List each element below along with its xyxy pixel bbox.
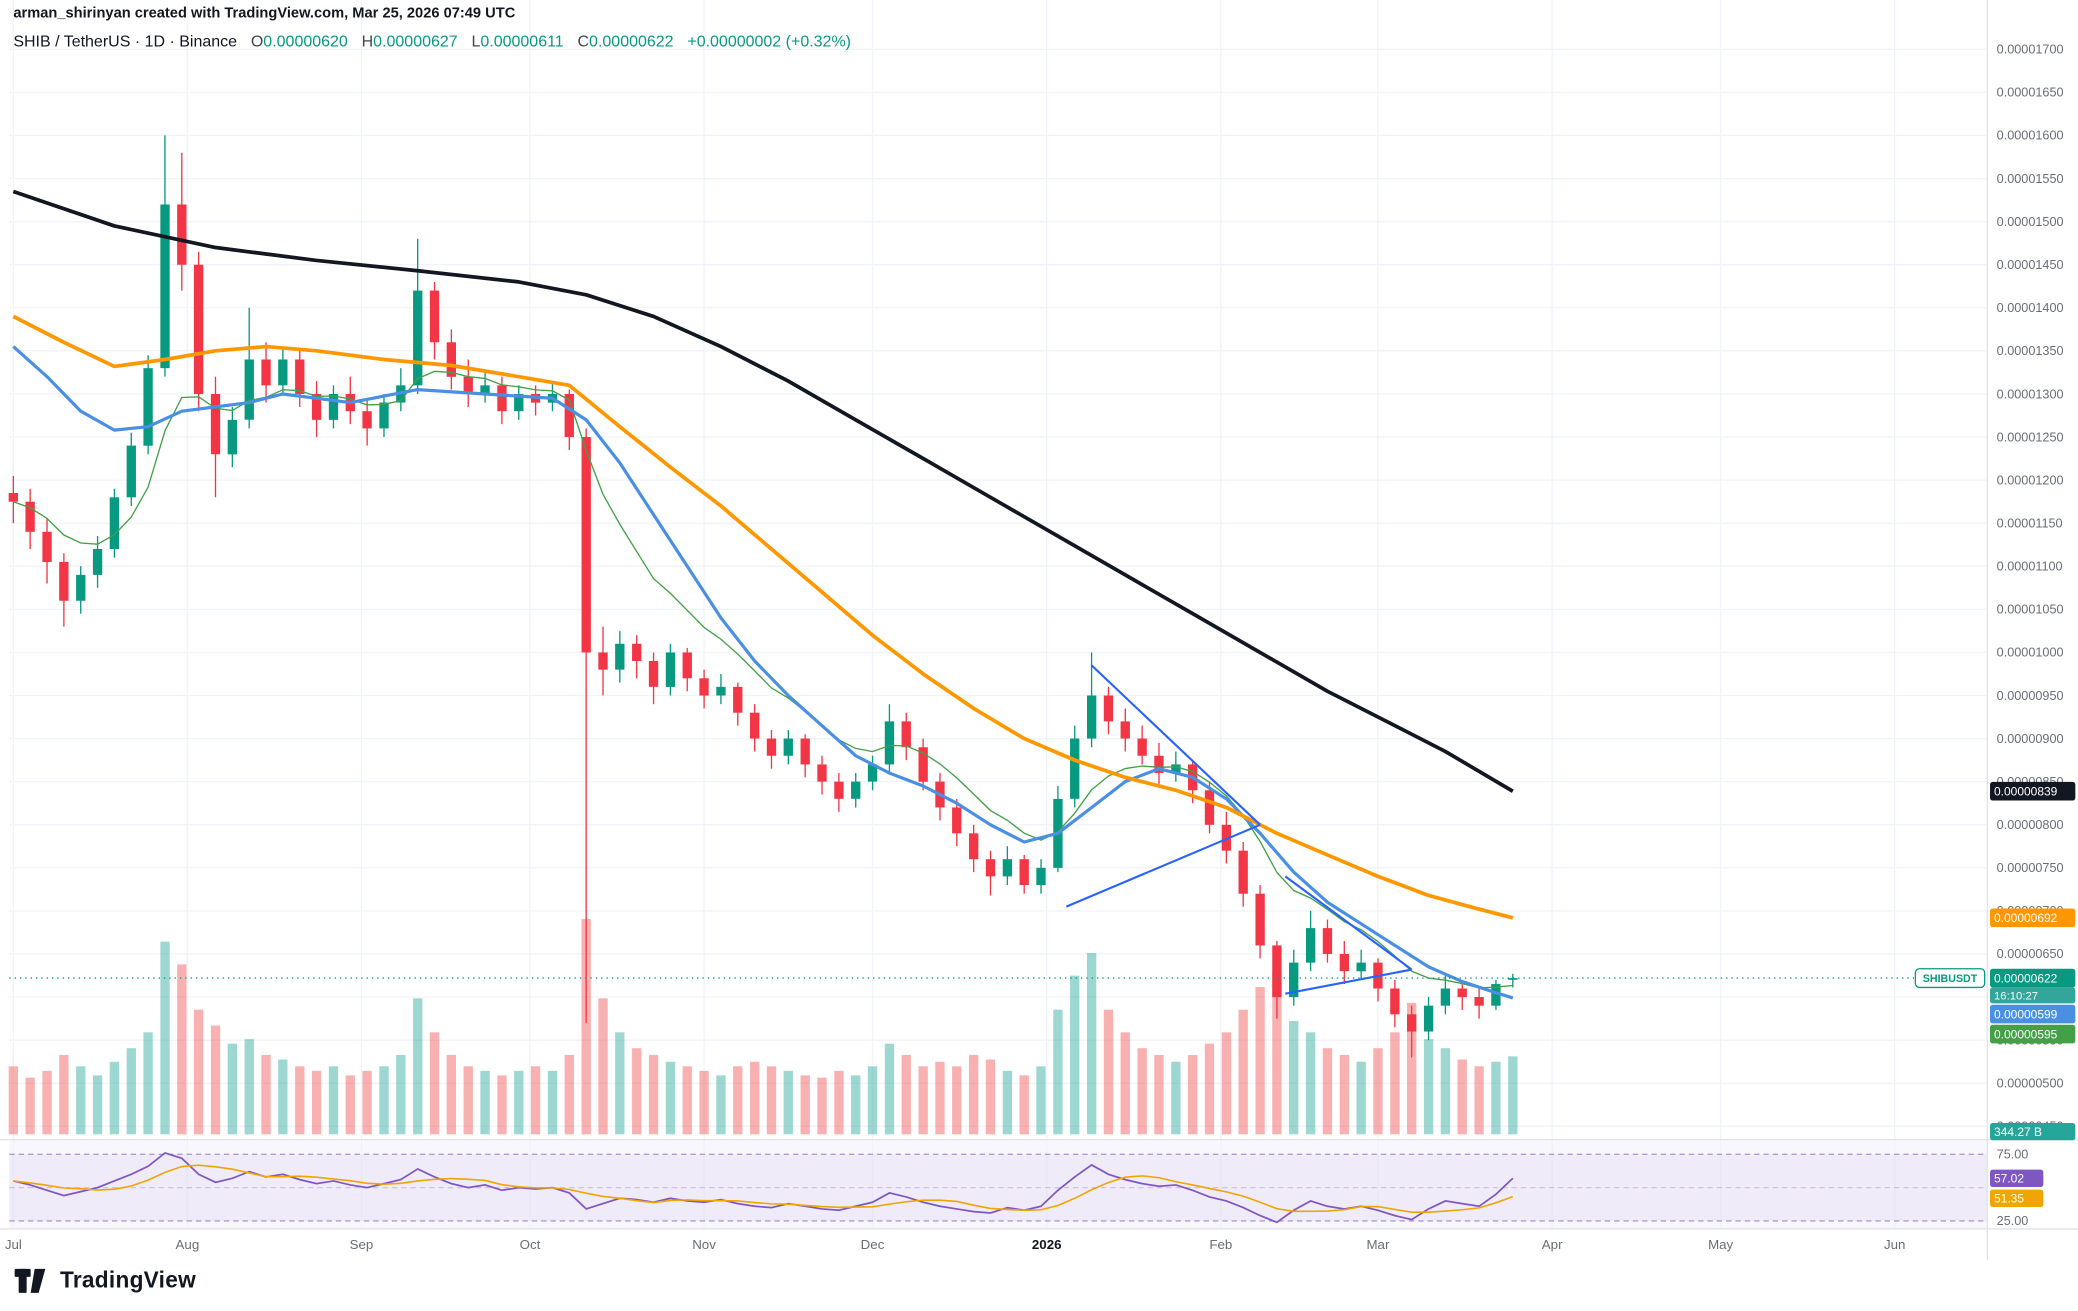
high-label: H (361, 31, 374, 51)
price-tick-label: 0.00001650 (1997, 86, 2064, 100)
price-tick-label: 0.00000500 (1997, 1077, 2064, 1091)
price-axis[interactable]: 0.00001700 0.00001650 0.00001600 0.00001550… (1997, 43, 2064, 1228)
price-tick-label: 0.00001500 (1997, 215, 2064, 229)
trendlines-layer[interactable] (1065, 664, 1413, 995)
time-axis-label: Dec (861, 1237, 885, 1252)
rsi-value-badge-text: 57.02 (1994, 1172, 2024, 1186)
price-tick-label: 0.00000800 (1997, 818, 2064, 832)
ma-blue-price-badge-text: 0.00000599 (1994, 1007, 2058, 1021)
countdown-badge (1990, 987, 2076, 1004)
attribution-line: arman_shirinyan created with TradingView… (13, 5, 515, 21)
price-tick-label: 0.00000950 (1997, 689, 2064, 703)
rsi-band-label: 25.00 (1997, 1214, 2029, 1228)
close-label: C (577, 31, 590, 51)
volume-badge (1990, 1122, 2076, 1141)
moving-averages-layer (12, 189, 1514, 1000)
price-tick-label: 0.00001600 (1997, 129, 2064, 143)
rsi-band-label: 75.00 (1997, 1147, 2029, 1161)
rsi-ma-value-badge-text: 51.35 (1994, 1192, 2024, 1206)
ma-green-price-badge-text: 0.00000595 (1994, 1027, 2058, 1041)
price-badges-layer: 0.00000839 0.00000692 SHIBUSDT 0.00000622 16… (1914, 781, 2076, 1207)
tradingview-logo-text: TradingView (59, 1267, 196, 1293)
symbol-title[interactable]: SHIB / TetherUS · 1D · Binance (13, 31, 238, 51)
time-axis-label: Jul (5, 1237, 22, 1252)
symbol-pill-text: SHIBUSDT (1923, 973, 1978, 985)
low-label: L (471, 31, 481, 51)
countdown-badge-text: 16:10:27 (1994, 991, 2038, 1003)
time-axis-label: Nov (692, 1237, 716, 1252)
rsi-pane[interactable] (9, 1139, 1988, 1229)
price-tick-label: 0.00000650 (1997, 947, 2064, 961)
change-value: +0.00000002 (+0.32%) (687, 31, 851, 51)
price-tick-label: 0.00001700 (1997, 43, 2064, 57)
last-price-badge (1990, 968, 2076, 988)
open-value: 0.00000620 (263, 31, 348, 51)
time-axis-label: Apr (1542, 1237, 1563, 1252)
volume-badge-text: 344.27 B (1994, 1125, 2042, 1139)
high-value: 0.00000627 (373, 31, 458, 51)
symbol-pill (1914, 968, 1986, 989)
last-price-badge-text: 0.00000622 (1994, 971, 2058, 985)
time-axis-label: May (1708, 1237, 1733, 1252)
price-tick-label: 0.00000750 (1997, 861, 2064, 875)
price-tick-label: 0.00001100 (1997, 559, 2063, 573)
time-axis-label: Aug (176, 1237, 200, 1252)
close-value: 0.00000622 (589, 31, 674, 51)
price-tick-label: 0.00001250 (1997, 430, 2064, 444)
ma-orange-price-badge (1990, 908, 2076, 928)
price-tick-label: 0.00001400 (1997, 301, 2064, 315)
ma-orange-price-badge-text: 0.00000692 (1994, 911, 2058, 925)
volume-bars-layer (8, 919, 1518, 1135)
grid-lines (9, 0, 1988, 1229)
pane-separators (0, 0, 2078, 1260)
price-tick-label: 0.00001350 (1997, 344, 2064, 358)
price-tick-label: 0.00001200 (1997, 473, 2064, 487)
rsi-value-badge (1990, 1169, 2044, 1187)
ma-blue-price-badge (1990, 1004, 2076, 1024)
time-axis-label: Mar (1366, 1237, 1389, 1252)
price-tick-label: 0.00001150 (1997, 516, 2063, 530)
price-tick-label: 0.00001550 (1997, 172, 2064, 186)
price-tick-label: 0.00001300 (1997, 387, 2064, 401)
attribution-text: arman_shirinyan created with TradingView… (13, 5, 516, 22)
ma-black-price-badge (1990, 781, 2076, 801)
low-value: 0.00000611 (480, 31, 564, 51)
time-axis[interactable]: Jul Aug Sep Oct Nov Dec 2026 Feb Mar Apr May Jun (5, 1237, 1906, 1252)
time-axis-label: Feb (1209, 1237, 1232, 1252)
price-tick-label: 0.00000900 (1997, 732, 2064, 746)
ma-black-price-badge-text: 0.00000839 (1994, 784, 2058, 798)
rsi-ma-value-badge (1990, 1189, 2044, 1207)
ma-green-price-badge (1990, 1024, 2076, 1044)
time-axis-label: Sep (350, 1237, 374, 1252)
time-axis-label: 2026 (1032, 1237, 1062, 1252)
open-label: O (250, 31, 264, 51)
time-axis-label: Jun (1884, 1237, 1905, 1252)
tradingview-logo[interactable]: TradingView (13, 1266, 196, 1295)
tradingview-logo-mark (14, 1268, 46, 1293)
candles-layer (8, 135, 1518, 1058)
time-axis-label: Oct (520, 1237, 541, 1252)
chart-legend-header: SHIB / TetherUS · 1D · Binance O0.000006… (13, 32, 851, 51)
price-tick-label: 0.00001050 (1997, 603, 2064, 617)
price-tick-label: 0.00001450 (1997, 258, 2064, 272)
price-tick-label: 0.00001000 (1997, 646, 2064, 660)
